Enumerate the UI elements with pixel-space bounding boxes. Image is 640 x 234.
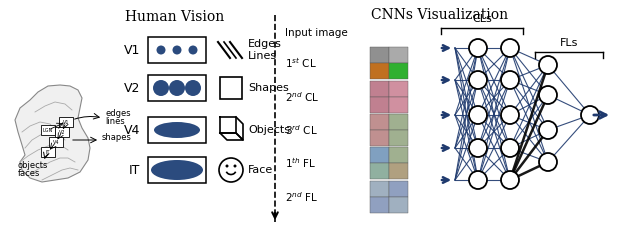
Bar	[389, 114, 408, 130]
Circle shape	[581, 106, 599, 124]
Bar	[370, 130, 389, 146]
Text: 3$^{rd}$ CL: 3$^{rd}$ CL	[285, 123, 318, 137]
Text: FLs: FLs	[560, 38, 578, 48]
Circle shape	[234, 165, 237, 168]
Text: V2: V2	[124, 81, 140, 95]
Circle shape	[469, 139, 487, 157]
Text: shapes: shapes	[102, 132, 132, 142]
Text: CLs: CLs	[472, 14, 492, 24]
Ellipse shape	[154, 122, 200, 138]
Circle shape	[189, 45, 198, 55]
Bar	[389, 47, 408, 63]
Text: V2: V2	[59, 129, 65, 135]
Bar	[389, 130, 408, 146]
Text: 2$^{nd}$ FL: 2$^{nd}$ FL	[285, 190, 318, 204]
Bar	[370, 81, 389, 97]
Text: 2$^{nd}$ CL: 2$^{nd}$ CL	[285, 90, 319, 104]
Circle shape	[469, 106, 487, 124]
Circle shape	[225, 165, 228, 168]
Circle shape	[469, 171, 487, 189]
Text: 1$^{th}$ FL: 1$^{th}$ FL	[285, 156, 316, 170]
Bar	[370, 63, 389, 79]
Bar	[55, 127, 69, 137]
Text: edges: edges	[105, 109, 131, 117]
Text: objects: objects	[18, 161, 49, 169]
Bar	[148, 37, 206, 63]
Bar	[148, 117, 206, 143]
Text: Face: Face	[248, 165, 273, 175]
Text: Edges
Lines: Edges Lines	[248, 39, 282, 61]
Bar	[370, 163, 389, 179]
Bar	[370, 147, 389, 163]
Bar	[370, 97, 389, 113]
Bar	[389, 163, 408, 179]
Bar	[389, 63, 408, 79]
Text: Objects: Objects	[248, 125, 290, 135]
Bar	[370, 181, 389, 197]
Polygon shape	[15, 85, 90, 182]
Circle shape	[169, 80, 185, 96]
Circle shape	[501, 106, 519, 124]
Text: IT: IT	[45, 150, 51, 154]
Text: Human Vision: Human Vision	[125, 10, 225, 24]
Bar	[370, 47, 389, 63]
Circle shape	[173, 45, 182, 55]
Bar	[370, 114, 389, 130]
Text: CNNs Visualization: CNNs Visualization	[371, 8, 509, 22]
Circle shape	[185, 80, 201, 96]
Text: Input image: Input image	[285, 28, 348, 38]
Circle shape	[539, 86, 557, 104]
Text: V1: V1	[63, 120, 69, 124]
Circle shape	[469, 71, 487, 89]
Circle shape	[539, 153, 557, 171]
Bar	[389, 147, 408, 163]
Circle shape	[539, 56, 557, 74]
Text: lines: lines	[105, 117, 125, 127]
Bar	[389, 197, 408, 213]
Bar	[148, 75, 206, 101]
Text: V4: V4	[124, 124, 140, 136]
Bar	[59, 117, 73, 127]
Bar	[41, 125, 55, 135]
Circle shape	[219, 158, 243, 182]
Circle shape	[501, 171, 519, 189]
Bar	[148, 157, 206, 183]
Circle shape	[539, 121, 557, 139]
Text: faces: faces	[18, 169, 40, 179]
Circle shape	[501, 71, 519, 89]
Circle shape	[501, 139, 519, 157]
Bar	[220, 77, 242, 99]
Circle shape	[157, 45, 166, 55]
Bar	[41, 147, 55, 157]
Bar	[49, 137, 63, 147]
Bar	[389, 181, 408, 197]
Text: V1: V1	[124, 44, 140, 56]
Text: Shapes: Shapes	[248, 83, 289, 93]
Bar	[370, 197, 389, 213]
Text: IT: IT	[129, 164, 140, 176]
Bar	[389, 81, 408, 97]
Circle shape	[501, 39, 519, 57]
Ellipse shape	[151, 160, 203, 180]
Text: LGN: LGN	[43, 128, 53, 132]
Circle shape	[153, 80, 169, 96]
Bar	[389, 97, 408, 113]
Text: 1$^{st}$ CL: 1$^{st}$ CL	[285, 56, 317, 70]
Text: V4: V4	[52, 139, 60, 145]
Circle shape	[469, 39, 487, 57]
